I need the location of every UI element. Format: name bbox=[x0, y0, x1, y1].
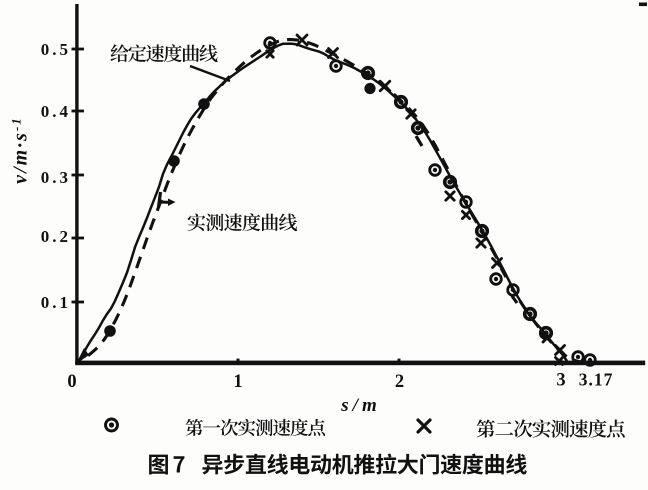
svg-text:0.4: 0.4 bbox=[41, 102, 71, 121]
svg-text:0: 0 bbox=[67, 372, 76, 392]
svg-text:0.1: 0.1 bbox=[41, 293, 71, 312]
svg-text:0.2: 0.2 bbox=[41, 227, 71, 246]
svg-text:0.5: 0.5 bbox=[41, 40, 71, 59]
svg-text:s/m: s/m bbox=[340, 395, 380, 416]
svg-text:2: 2 bbox=[395, 372, 404, 392]
svg-text:1: 1 bbox=[233, 372, 242, 392]
svg-text:v/m·s-1: v/m·s-1 bbox=[9, 116, 32, 184]
svg-text:3: 3 bbox=[556, 371, 565, 391]
svg-text:3.17: 3.17 bbox=[579, 370, 614, 390]
svg-text:0.3: 0.3 bbox=[41, 168, 71, 187]
